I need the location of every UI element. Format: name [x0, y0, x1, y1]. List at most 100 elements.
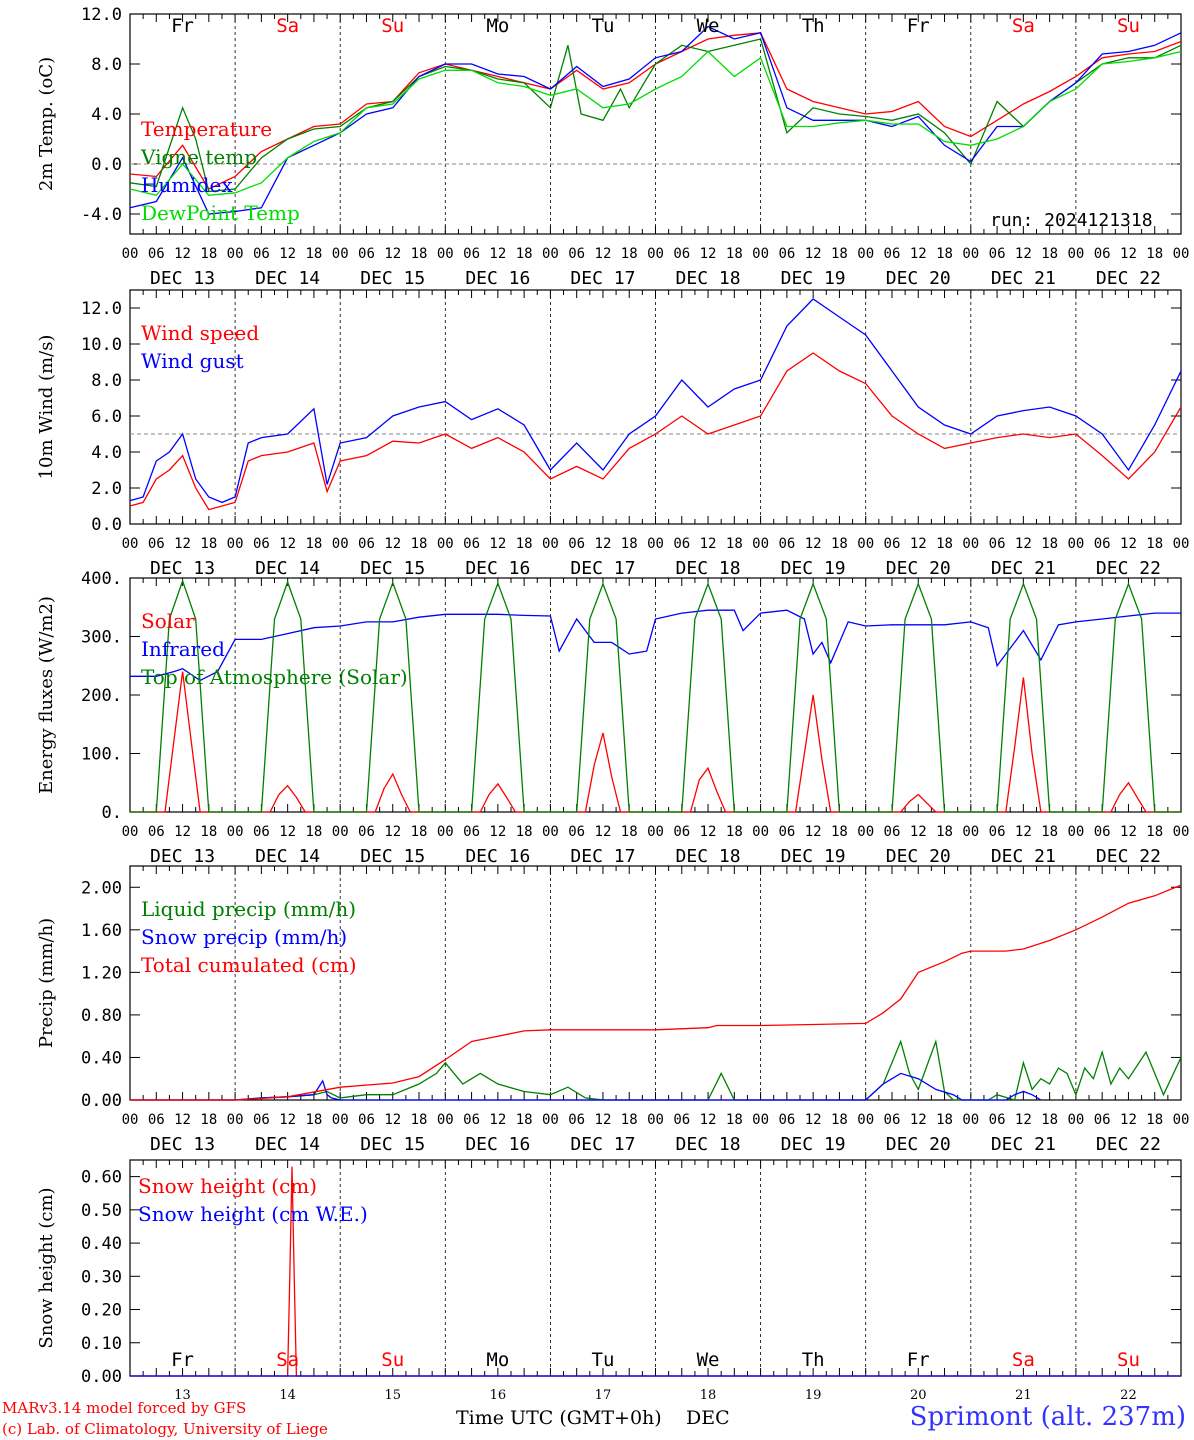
hour-label: 18 [305, 1112, 322, 1128]
hour-label: 00 [962, 1112, 979, 1128]
hour-label: 00 [227, 536, 244, 552]
date-label: DEC 13 [150, 268, 215, 289]
hour-label: 06 [1094, 536, 1111, 552]
hour-label: 06 [778, 246, 795, 262]
y-tick-label: 0. [102, 803, 122, 823]
hour-label: 00 [857, 1112, 874, 1128]
date-label: DEC 15 [360, 268, 425, 289]
hour-label: 12 [384, 824, 401, 840]
date-label: DEC 22 [1096, 846, 1161, 867]
hour-label: 18 [1146, 1112, 1163, 1128]
date-label: DEC 17 [570, 558, 635, 579]
hour-label: 12 [595, 824, 612, 840]
y-tick-label: 0.20 [81, 1301, 122, 1321]
hour-label: 00 [647, 246, 664, 262]
hour-label: 00 [962, 824, 979, 840]
hour-label: 18 [1146, 824, 1163, 840]
hour-label: 18 [516, 536, 533, 552]
hour-label: 18 [621, 824, 638, 840]
hour-label: 18 [936, 1112, 953, 1128]
hour-label: 18 [831, 1112, 848, 1128]
y-tick-label: 6.0 [91, 407, 122, 427]
hour-label: 12 [1120, 1112, 1137, 1128]
hour-label: 12 [384, 536, 401, 552]
hour-label: 18 [200, 536, 217, 552]
hour-label: 18 [305, 824, 322, 840]
day-number-label: 18 [700, 1388, 717, 1403]
hour-label: 12 [595, 246, 612, 262]
hour-label: 06 [989, 824, 1006, 840]
hour-label: 06 [568, 246, 585, 262]
legend-entry: Infrared [141, 637, 225, 661]
date-label: DEC 21 [991, 558, 1056, 579]
hour-label: 12 [1015, 536, 1032, 552]
day-number-label: 15 [384, 1388, 401, 1403]
hour-label: 06 [253, 246, 270, 262]
legend-entry: DewPoint Temp [141, 201, 300, 225]
hour-label: 00 [227, 246, 244, 262]
day-number-label: 20 [910, 1388, 927, 1403]
series-total-cumulated-cm [130, 884, 1182, 1101]
hour-label: 12 [910, 1112, 927, 1128]
legend-entry: Snow precip (mm/h) [141, 925, 347, 949]
day-number-label: 17 [595, 1388, 612, 1403]
date-label: DEC 17 [570, 268, 635, 289]
y-tick-label: 0.10 [81, 1334, 122, 1354]
date-label: DEC 18 [676, 846, 741, 867]
legend-entry: Top of Atmosphere (Solar) [141, 665, 408, 689]
y-tick-label: 100. [81, 745, 122, 765]
date-label: DEC 22 [1096, 558, 1161, 579]
hour-label: 18 [516, 246, 533, 262]
date-label: DEC 19 [781, 846, 846, 867]
date-label: DEC 16 [465, 846, 530, 867]
hour-label: 06 [463, 246, 480, 262]
date-label: DEC 22 [1096, 268, 1161, 289]
date-label: DEC 15 [360, 1134, 425, 1155]
hour-label: 00 [857, 824, 874, 840]
hour-label: 12 [700, 1112, 717, 1128]
hour-label: 06 [148, 1112, 165, 1128]
hour-label: 18 [305, 536, 322, 552]
hour-label: 18 [516, 1112, 533, 1128]
hour-label: 00 [1067, 1112, 1084, 1128]
hour-label: 00 [647, 1112, 664, 1128]
series-infrared [130, 609, 1181, 682]
station-label: Sprimont (alt. 237m) [909, 1402, 1186, 1432]
hour-label: 00 [542, 536, 559, 552]
hour-label: 18 [726, 1112, 743, 1128]
hour-label: 06 [463, 824, 480, 840]
hour-label: 06 [884, 1112, 901, 1128]
hour-label: 00 [437, 246, 454, 262]
hour-label: 18 [726, 246, 743, 262]
hour-label: 06 [358, 824, 375, 840]
hour-label: 00 [1173, 536, 1190, 552]
hour-label: 06 [989, 536, 1006, 552]
y-axis-label: 2m Temp. (oC) [36, 57, 57, 191]
hour-label: 12 [805, 824, 822, 840]
hour-label: 18 [831, 536, 848, 552]
hour-label: 12 [279, 824, 296, 840]
hour-label: 00 [542, 246, 559, 262]
y-tick-label: 2.00 [81, 878, 122, 898]
hour-label: 06 [673, 536, 690, 552]
day-number-label: 14 [279, 1388, 296, 1403]
hour-label: 00 [122, 246, 139, 262]
weekday-label: Th [802, 1349, 825, 1371]
hour-label: 12 [384, 1112, 401, 1128]
series-wind-gust [129, 298, 1182, 504]
y-tick-label: 0.00 [81, 1091, 122, 1111]
hour-label: 18 [411, 824, 428, 840]
hour-label: 12 [384, 246, 401, 262]
date-label: DEC 16 [465, 1134, 530, 1155]
hour-label: 00 [542, 824, 559, 840]
legend-entry: Temperature [141, 117, 272, 141]
hour-label: 00 [1173, 246, 1190, 262]
run-label: run: 2024121318 [990, 210, 1153, 231]
date-label: DEC 15 [360, 558, 425, 579]
hour-label: 00 [752, 1112, 769, 1128]
y-tick-label: 10.0 [81, 335, 122, 355]
date-label: DEC 13 [150, 1134, 215, 1155]
date-label: DEC 21 [991, 1134, 1056, 1155]
hour-label: 18 [1041, 536, 1058, 552]
